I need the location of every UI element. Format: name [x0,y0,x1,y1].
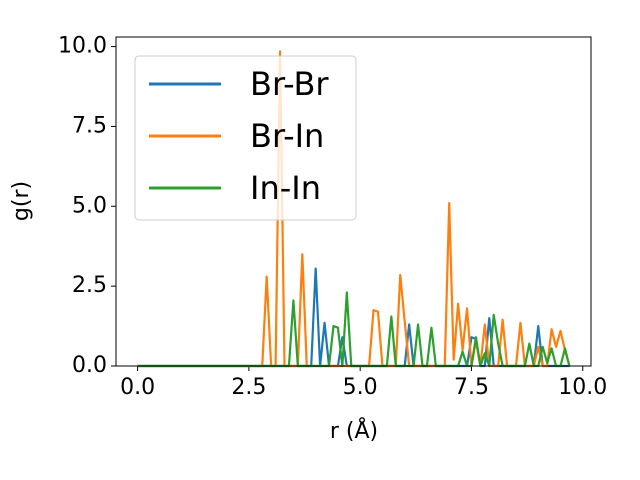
legend-label: Br-In [250,117,324,155]
x-axis-label: r (Å) [330,417,378,444]
legend-label: Br-Br [250,65,329,103]
y-tick-label: 2.5 [72,273,107,298]
y-tick-label: 7.5 [72,113,107,138]
y-tick-label: 5.0 [72,193,107,218]
x-tick-label: 7.5 [454,375,489,400]
legend-label: In-In [250,169,321,207]
x-tick-label: 2.5 [231,375,266,400]
legend-box [134,55,357,221]
x-tick-label: 5.0 [343,375,378,400]
y-axis-label: g(r) [9,181,34,221]
axes-frame [115,36,592,367]
x-tick-label: 10.0 [558,375,607,400]
x-tick-label: 0.0 [120,375,155,400]
y-tick-label: 10.0 [58,34,107,59]
y-tick-label: 0.0 [72,353,107,378]
